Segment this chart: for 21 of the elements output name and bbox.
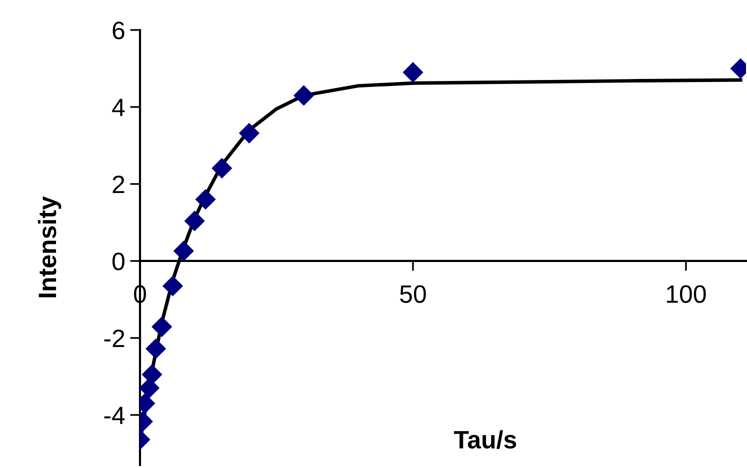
x-tick-label: 50 (400, 285, 426, 303)
y-tick-label: 4 (112, 98, 125, 116)
y-tick-label: 0 (112, 252, 124, 270)
point (402, 62, 424, 83)
x-tick-label: 100 (667, 285, 706, 303)
point (142, 364, 162, 385)
y-axis-title: Intensity (38, 196, 62, 298)
point (184, 210, 205, 232)
point (146, 338, 166, 360)
point (173, 240, 194, 262)
point (162, 276, 184, 296)
y-tick-label: 6 (112, 22, 124, 40)
point (152, 316, 172, 338)
point (212, 158, 232, 178)
point (195, 189, 216, 210)
point (293, 85, 314, 106)
y-tick-label: 2 (112, 176, 124, 194)
x-axis-title: Tau/s (454, 430, 516, 449)
y-tick-label: -2 (104, 330, 124, 348)
point (238, 122, 260, 144)
y-tick-label: -4 (104, 406, 125, 424)
